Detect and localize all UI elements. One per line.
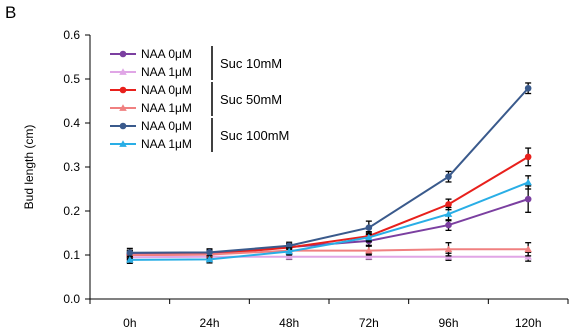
data-point	[126, 249, 134, 257]
data-point	[365, 246, 373, 254]
data-point	[524, 195, 532, 203]
legend-swatch-marker	[119, 122, 127, 130]
legend-swatch-marker	[119, 50, 127, 58]
data-point	[524, 153, 532, 161]
data-point	[285, 252, 293, 260]
data-point	[365, 233, 373, 241]
legend-group-label: Suc 50mM	[220, 92, 282, 107]
data-point	[206, 249, 213, 256]
data-point	[445, 173, 452, 180]
legend-label: NAA 1μM	[141, 65, 192, 79]
legend-group-label: Suc 10mM	[220, 56, 282, 71]
data-point	[444, 210, 453, 217]
series-line	[129, 87, 529, 254]
series-line	[129, 248, 529, 256]
x-tick-label: 0h	[123, 316, 136, 330]
y-tick-label: 0.6	[63, 28, 80, 42]
x-tick-label: 48h	[279, 316, 299, 330]
data-point	[524, 245, 532, 253]
legend-label: NAA 0μM	[141, 119, 192, 133]
x-tick-label: 96h	[438, 316, 458, 330]
data-point	[126, 256, 134, 263]
legend-label: NAA 1μM	[141, 101, 192, 115]
y-tick-label: 0.4	[63, 116, 80, 130]
y-tick-label: 0.2	[63, 204, 80, 218]
series-line	[129, 198, 529, 256]
data-point	[445, 221, 452, 229]
legend-label: NAA 1μM	[141, 137, 192, 151]
data-point	[365, 252, 373, 260]
y-tick-label: 0.1	[63, 248, 80, 262]
data-point	[285, 247, 293, 255]
data-point	[524, 178, 532, 186]
data-point	[445, 201, 452, 208]
x-tick-label: 72h	[359, 316, 379, 330]
legend-swatch-marker	[119, 104, 127, 111]
y-axis-title: Bud length (cm)	[22, 125, 36, 210]
y-tick-label: 0.3	[63, 160, 80, 174]
y-tick-label: 0.5	[63, 72, 80, 86]
legend-label: NAA 0μM	[141, 83, 192, 97]
series-line	[129, 181, 529, 261]
legend-label: NAA 0μM	[141, 47, 192, 61]
panel-label: B	[5, 3, 17, 22]
data-point	[444, 245, 453, 253]
x-tick-label: 120h	[515, 316, 542, 330]
legend-swatch-marker	[119, 140, 127, 147]
x-tick-label: 24h	[199, 316, 219, 330]
data-point	[205, 255, 214, 263]
legend-swatch-marker	[119, 68, 127, 75]
data-point	[365, 224, 373, 232]
data-point	[524, 84, 532, 92]
y-tick-label: 0.0	[63, 292, 80, 306]
legend-swatch-marker	[119, 86, 127, 94]
legend-group-label: Suc 100mM	[220, 128, 289, 143]
